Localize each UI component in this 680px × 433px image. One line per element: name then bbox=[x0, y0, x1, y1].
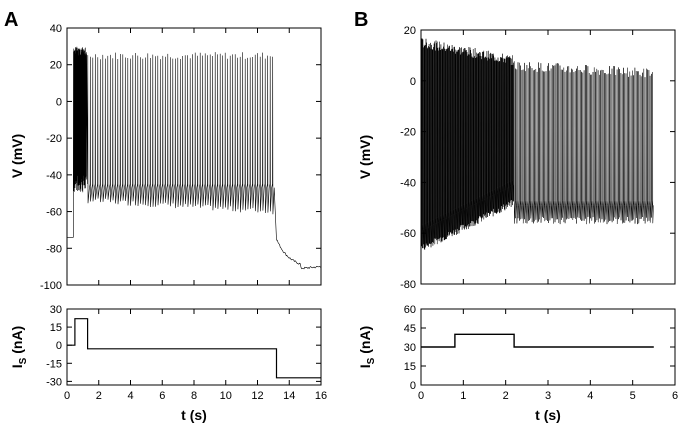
panel-label-a: A bbox=[4, 9, 18, 31]
panel-a-voltage-axis-label: V (mV) bbox=[9, 134, 25, 178]
panel-b-current-xtick-label: 5 bbox=[630, 390, 636, 402]
panel-a-current-ytick-label: 0 bbox=[56, 340, 62, 352]
panel-b-voltage-plot: -80 -60 -40 -20 0 20 V (mV) bbox=[357, 25, 676, 291]
panel-a-current-axis-label: IS (nA) bbox=[9, 326, 29, 368]
panel-b-current-xtick-label: 2 bbox=[503, 390, 509, 402]
panel-a-voltage-ticks: -100 -80 -60 -40 -20 0 20 40 bbox=[40, 23, 322, 292]
panel-b-current-ytick-label: 30 bbox=[404, 342, 416, 354]
current-label-unit: (nA) bbox=[357, 326, 373, 358]
panel-a-current-xtick-label: 16 bbox=[315, 390, 327, 402]
panel-a-current-ytick-label: -30 bbox=[46, 376, 62, 388]
panel-a-current-xtick-label: 8 bbox=[191, 390, 197, 402]
panel-b-current-trace bbox=[421, 333, 654, 348]
panel-a-voltage-trace bbox=[67, 46, 322, 270]
panel-b-current-xtick-label: 4 bbox=[587, 390, 593, 402]
panel-a-current-plot: -30 -15 0 15 30 0 2 4 6 8 10 12 14 16 IS (nA) t (s) bbox=[9, 304, 327, 423]
panel-b-voltage-ytick-label: -40 bbox=[400, 177, 416, 189]
panel-b-current-xtick-label: 0 bbox=[418, 390, 424, 402]
panel-b-voltage-ytick-label: 0 bbox=[410, 76, 416, 88]
panel-a-voltage-ytick-label: -80 bbox=[46, 243, 62, 255]
current-label-unit: (nA) bbox=[9, 326, 25, 358]
panel-a-voltage-ytick-label: 40 bbox=[50, 23, 62, 35]
panel-a-voltage-ytick-label: -20 bbox=[46, 133, 62, 145]
panel-a-current-ytick-label: 30 bbox=[50, 304, 62, 316]
panel-a-voltage-plot: -100 -80 -60 -40 -20 0 20 40 V (mV) bbox=[9, 23, 322, 292]
panel-b-voltage-ytick-label: -20 bbox=[400, 127, 416, 139]
panel-b-current-xtick-label: 6 bbox=[672, 390, 678, 402]
panel-a-current-ytick-label: -15 bbox=[46, 358, 62, 370]
panel-a-current-xtick-label: 4 bbox=[127, 390, 133, 402]
panel-a-voltage-ytick-label: 0 bbox=[56, 96, 62, 108]
panel-a-current-trace bbox=[67, 318, 321, 379]
panel-label-b: B bbox=[354, 9, 368, 31]
panel-b-voltage-ytick-label: 20 bbox=[404, 25, 416, 37]
panel-a-current-xtick-label: 0 bbox=[64, 390, 70, 402]
panel-a-time-axis-label: t (s) bbox=[181, 407, 207, 423]
current-label-symbol: I bbox=[9, 364, 25, 368]
current-label-symbol: I bbox=[357, 364, 373, 368]
current-label-subscript: S bbox=[18, 357, 29, 364]
panel-b-voltage-ticks: -80 -60 -40 -20 0 20 bbox=[400, 25, 676, 291]
panel-b-voltage-axis-label: V (mV) bbox=[357, 135, 373, 179]
panel-b-current-ytick-label: 0 bbox=[410, 380, 416, 392]
panel-a-voltage-ytick-label: -40 bbox=[46, 170, 62, 182]
panel-b-current-xtick-label: 1 bbox=[460, 390, 466, 402]
panel-b-voltage-ytick-label: -80 bbox=[400, 279, 416, 291]
panel-b-time-axis-label: t (s) bbox=[535, 407, 561, 423]
panel-a-voltage-ytick-label: -60 bbox=[46, 207, 62, 219]
current-label-subscript: S bbox=[366, 357, 377, 364]
panel-a-current-xtick-label: 12 bbox=[251, 390, 263, 402]
panel-b-voltage-trace bbox=[420, 38, 654, 251]
panel-a-current-xtick-label: 2 bbox=[96, 390, 102, 402]
panel-b-current-axis-label: IS (nA) bbox=[357, 326, 377, 368]
panel-a-voltage-ytick-label: -100 bbox=[40, 280, 62, 292]
panel-a-current-frame bbox=[66, 308, 322, 386]
panel-a-voltage-ytick-label: 20 bbox=[50, 60, 62, 72]
panel-b-voltage-ytick-label: -60 bbox=[400, 228, 416, 240]
panel-a-current-xtick-label: 6 bbox=[159, 390, 165, 402]
panel-b-current-ytick-label: 60 bbox=[404, 304, 416, 316]
panel-b-current-ytick-label: 15 bbox=[404, 361, 416, 373]
panel-a-current-xtick-label: 10 bbox=[220, 390, 232, 402]
panel-b-current-ytick-label: 45 bbox=[404, 323, 416, 335]
panel-a-current-ticks: -30 -15 0 15 30 0 2 4 6 8 10 12 14 16 bbox=[46, 304, 327, 402]
panel-b-current-xtick-label: 3 bbox=[545, 390, 551, 402]
panel-a-current-xtick-label: 14 bbox=[283, 390, 295, 402]
panel-a-current-ytick-label: 15 bbox=[50, 322, 62, 334]
